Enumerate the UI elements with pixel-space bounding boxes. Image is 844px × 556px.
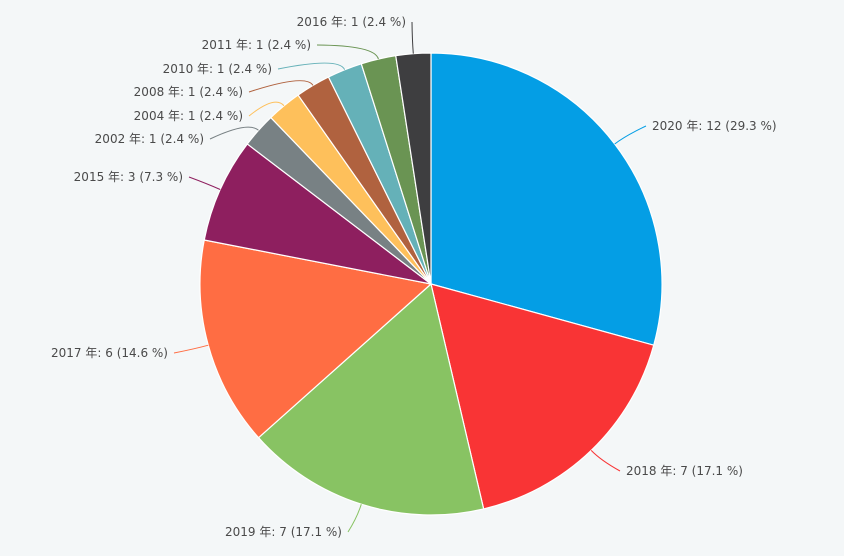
slice-label-2018: 2018 年: 7 (17.1 %) [626,464,743,478]
leader-line-2015 [188,176,221,190]
label-leader-lines [173,21,647,533]
slice-label-2002: 2002 年: 1 (2.4 %) [95,132,204,146]
leader-line-2004 [248,101,285,117]
leader-line-2017 [173,344,209,354]
leader-line-2019 [347,504,362,533]
slice-label-2011: 2011 年: 1 (2.4 %) [202,38,311,52]
slice-label-2008: 2008 年: 1 (2.4 %) [134,85,243,99]
slice-label-2015: 2015 年: 3 (7.3 %) [74,170,183,184]
pie-slice-2015[interactable] [203,143,432,285]
leader-line-2002 [209,126,259,140]
pie-slice-2017[interactable] [199,239,432,439]
slice-labels: 2020 年: 12 (29.3 %) 2018 年: 7 (17.1 %) 201… [51,15,777,539]
leader-line-2020 [614,125,647,145]
pie-slices [199,52,663,516]
slice-label-2010: 2010 年: 1 (2.4 %) [163,62,272,76]
slice-label-2017: 2017 年: 6 (14.6 %) [51,346,168,360]
slice-label-2019: 2019 年: 7 (17.1 %) [225,525,342,539]
slice-label-2004: 2004 年: 1 (2.4 %) [134,109,243,123]
leader-line-2010 [277,62,346,70]
leader-line-2016 [411,21,414,54]
leader-line-2008 [248,80,314,93]
leader-line-2011 [316,44,379,60]
leader-line-2018 [590,450,621,472]
slice-label-2016: 2016 年: 1 (2.4 %) [297,15,406,29]
slice-label-2020: 2020 年: 12 (29.3 %) [652,119,777,133]
